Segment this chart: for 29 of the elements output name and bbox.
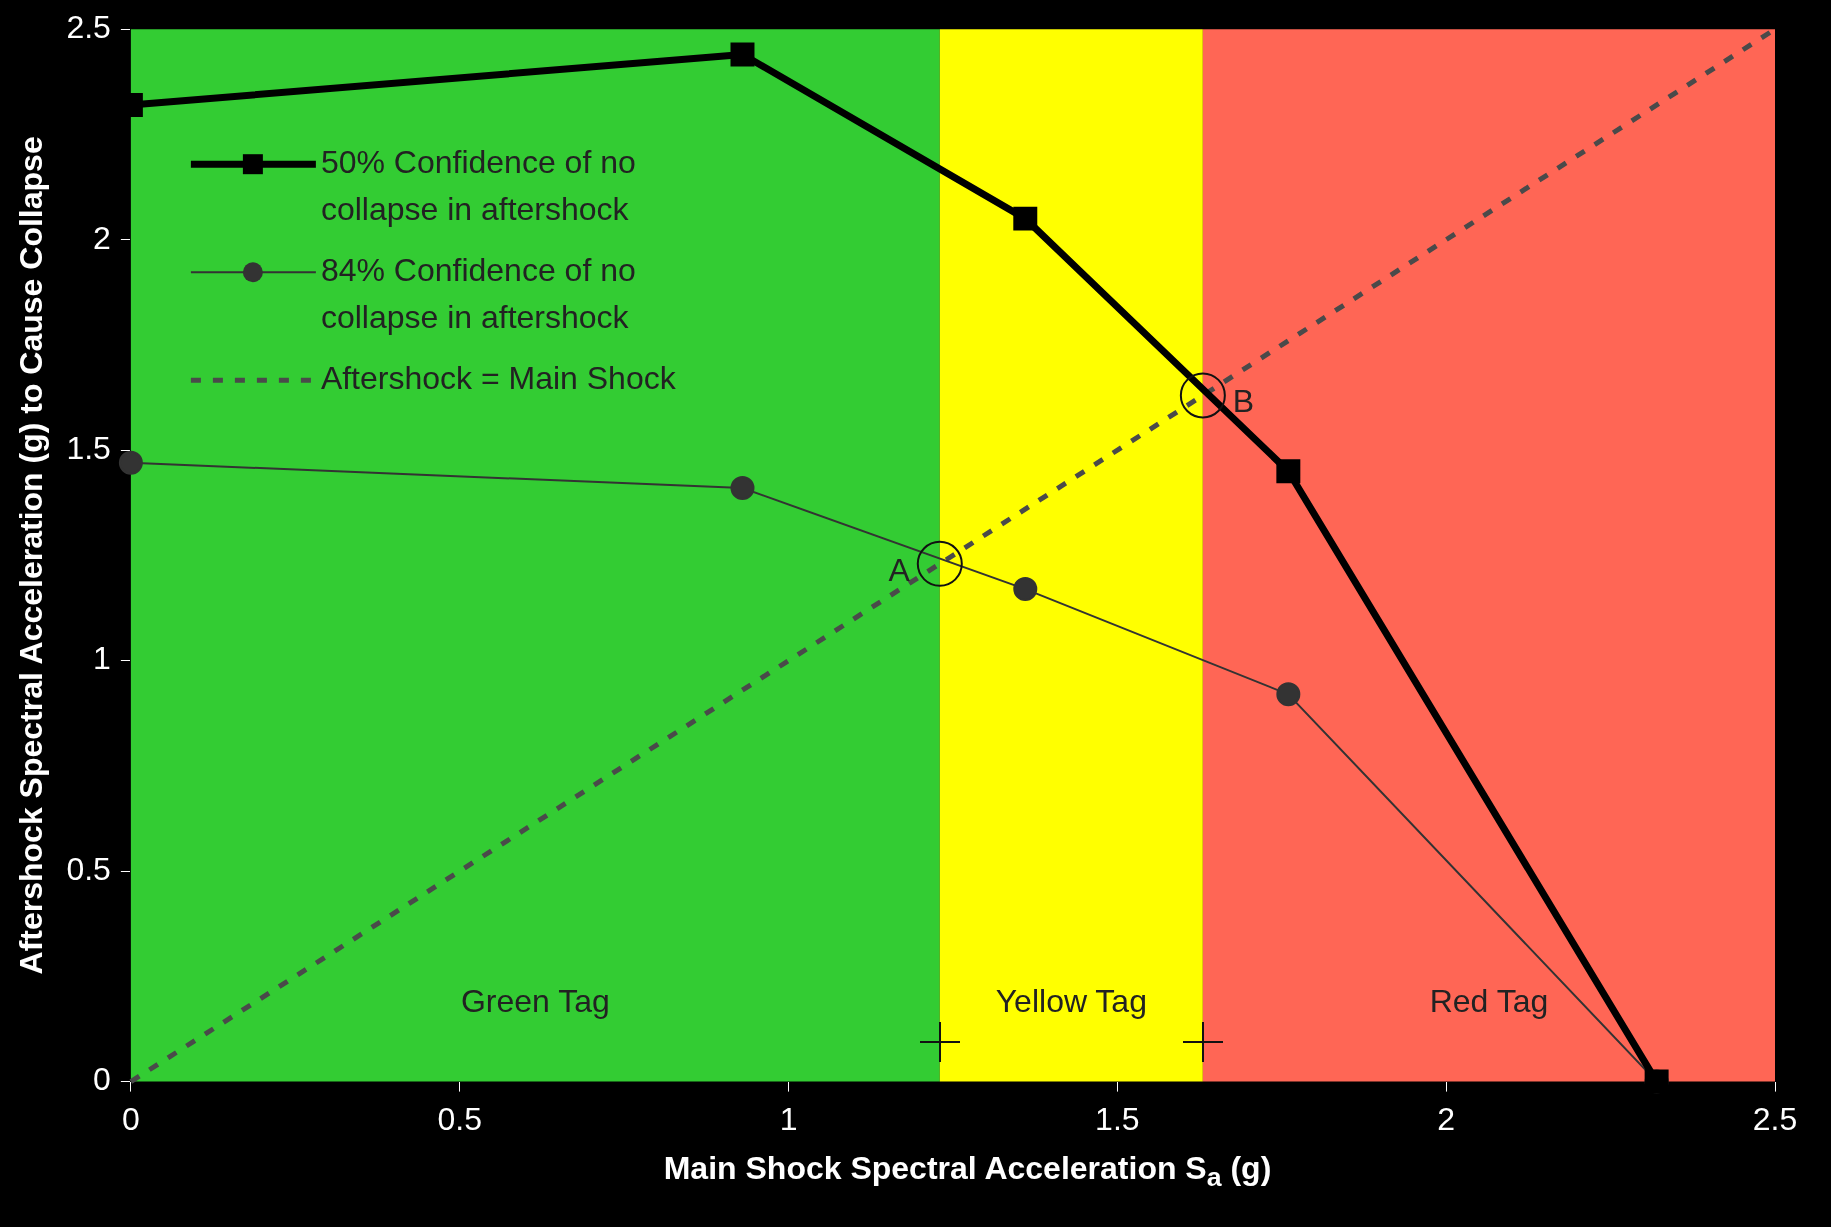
y-tick-label: 2 bbox=[93, 219, 111, 256]
x-axis-title: Main Shock Spectral Acceleration S$_{a}$ (g) bbox=[662, 1150, 1273, 1195]
legend-label: 50% Confidence of no collapse in aftershock bbox=[320, 144, 636, 228]
y-tick-label: 2.5 bbox=[66, 9, 111, 46]
band-label: Red Tag bbox=[1429, 983, 1549, 1020]
y-tick-label: 1.5 bbox=[66, 429, 111, 466]
legend-label: Aftershock = Main Shock bbox=[320, 360, 677, 397]
annotation: A bbox=[888, 551, 911, 588]
x-tick-label: 2 bbox=[1437, 1100, 1456, 1137]
legend-label: 84% Confidence of no collapse in aftershock bbox=[320, 252, 636, 336]
band-label: Green Tag bbox=[460, 983, 610, 1020]
x-tick-label: 0 bbox=[121, 1100, 140, 1137]
point bbox=[1276, 682, 1301, 707]
point bbox=[1013, 577, 1038, 602]
x-tick-label: 1 bbox=[779, 1100, 798, 1137]
annotation: B bbox=[1232, 383, 1255, 420]
point bbox=[730, 476, 755, 501]
y-tick-label: 0 bbox=[93, 1061, 111, 1098]
x-tick-label: 0.5 bbox=[437, 1100, 482, 1137]
point bbox=[1013, 206, 1038, 231]
x-tick-label: 1.5 bbox=[1095, 1100, 1140, 1137]
point bbox=[118, 450, 143, 475]
x-tick-label: 2.5 bbox=[1752, 1100, 1798, 1137]
y-tick-label: 0.5 bbox=[66, 850, 111, 887]
point bbox=[1276, 459, 1301, 484]
y-tick-label: 1 bbox=[93, 640, 111, 677]
point bbox=[730, 42, 755, 67]
y-axis-title: Aftershock Spectral Acceleration (g) to Cause Collapse bbox=[13, 136, 50, 975]
band-label: Yellow Tag bbox=[995, 983, 1147, 1020]
